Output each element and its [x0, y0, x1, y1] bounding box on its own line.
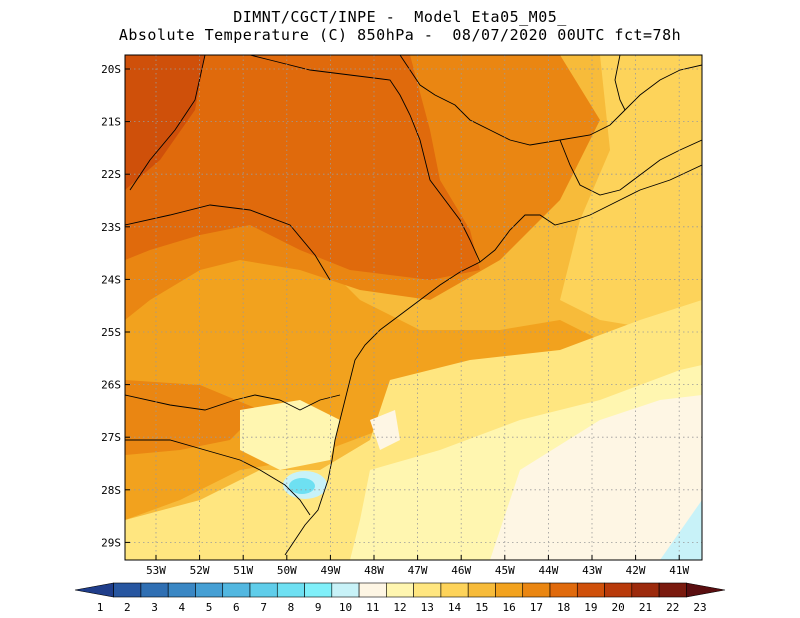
colorbar-swatch	[195, 582, 224, 598]
colorbar-swatch	[386, 582, 414, 598]
colorbar-swatch	[440, 582, 469, 598]
latitude-labels: 20S 21S 22S 23S 24S 25S 26S 27S 28S 29S	[101, 63, 130, 549]
colorbar-label: 15	[475, 601, 488, 614]
coastlines	[125, 55, 702, 556]
latitude-label: 28S	[101, 484, 121, 497]
colorbar-swatch	[686, 582, 726, 598]
latitude-label: 25S	[101, 326, 121, 339]
colorbar-swatch	[167, 582, 196, 598]
colorbar-swatch	[74, 582, 114, 598]
longitude-label: 45W	[495, 564, 515, 577]
longitude-label: 43W	[582, 564, 602, 577]
colorbar-swatch	[604, 582, 633, 598]
colorbar-label: 19	[584, 601, 597, 614]
colorbar-label: 2	[124, 601, 131, 614]
longitude-label: 49W	[320, 564, 340, 577]
colorbar-label: 9	[315, 601, 322, 614]
latitude-label: 24S	[101, 273, 121, 286]
colorbar-swatch	[249, 582, 278, 598]
colorbar-swatch	[549, 582, 578, 598]
colorbar-swatch	[522, 582, 551, 598]
colorbar-label: 8	[288, 601, 295, 614]
longitude-labels: 53W 52W 51W 50W 49W 48W 47W 46W 45W 44W 43W 42W 41W	[146, 555, 690, 577]
colorbar-label: 18	[557, 601, 570, 614]
colorbar-label: 16	[502, 601, 515, 614]
colorbar-label: 14	[448, 601, 462, 614]
colorbar-swatch	[631, 582, 660, 598]
colorbar-swatch	[658, 582, 687, 598]
colorbar-swatch	[113, 582, 142, 598]
longitude-label: 51W	[233, 564, 253, 577]
field-band-11b	[370, 410, 400, 450]
colorbar-label: 17	[530, 601, 543, 614]
latitude-label: 21S	[101, 116, 121, 129]
colorbar-swatch	[576, 582, 605, 598]
colorbar-label: 1	[97, 601, 104, 614]
latitude-label: 29S	[101, 536, 121, 549]
latitude-label: 27S	[101, 431, 121, 444]
colorbar-label: 10	[339, 601, 352, 614]
chart-title-line-1: DIMNT/CGCT/INPE - Model Eta05_M05_	[233, 8, 567, 26]
field-band-19	[125, 55, 205, 190]
field-band-17b	[125, 380, 260, 455]
map-grid	[125, 55, 702, 560]
colorbar-label: 20	[612, 601, 625, 614]
chart-title-line-2: Absolute Temperature (C) 850hPa - 08/07/…	[118, 26, 682, 44]
colorbar-label: 22	[666, 601, 679, 614]
colorbar-swatch	[304, 582, 333, 598]
colorbar-label: 5	[206, 601, 213, 614]
longitude-label: 46W	[451, 564, 471, 577]
colorbar-label: 21	[639, 601, 652, 614]
colorbar-label: 7	[260, 601, 267, 614]
longitude-label: 44W	[538, 564, 558, 577]
colorbar-label: 3	[151, 601, 158, 614]
colorbar-swatch	[140, 582, 169, 598]
latitude-label: 26S	[101, 379, 121, 392]
field-band-18	[125, 55, 480, 280]
field-band-12-cool	[240, 400, 340, 470]
colorbar-swatch	[495, 582, 524, 598]
colorbar-swatch	[358, 582, 387, 598]
colorbar-swatch	[331, 582, 360, 598]
cool-spot-inner	[289, 478, 315, 494]
colorbar-swatch	[467, 582, 496, 598]
colorbar-label: 12	[393, 601, 406, 614]
colorbar-swatch	[413, 582, 442, 598]
longitude-label: 47W	[408, 564, 428, 577]
colorbar-swatch	[276, 582, 305, 598]
longitude-label: 42W	[626, 564, 646, 577]
colorbar-label: 6	[233, 601, 240, 614]
colorbar-label: 23	[693, 601, 706, 614]
longitude-label: 48W	[364, 564, 384, 577]
latitude-label: 23S	[101, 221, 121, 234]
longitude-label: 50W	[277, 564, 297, 577]
field-band-15-east	[560, 55, 702, 330]
longitude-label: 53W	[146, 564, 166, 577]
field-band-10	[660, 500, 702, 560]
latitude-label: 22S	[101, 168, 121, 181]
field-band-11	[490, 395, 702, 560]
colorbar-swatch	[222, 582, 251, 598]
colorbar-label: 4	[179, 601, 186, 614]
latitude-label: 20S	[101, 63, 121, 76]
longitude-label: 52W	[190, 564, 210, 577]
colorbar-label: 13	[421, 601, 434, 614]
map-frame	[124, 54, 703, 561]
colorbar-label: 11	[366, 601, 379, 614]
longitude-label: 41W	[669, 564, 689, 577]
colorbar: 1 2 3 4 5 6 7 8 9 10 11 12 13 14 15 16 17 18 19 20 21 22 23	[74, 582, 726, 614]
